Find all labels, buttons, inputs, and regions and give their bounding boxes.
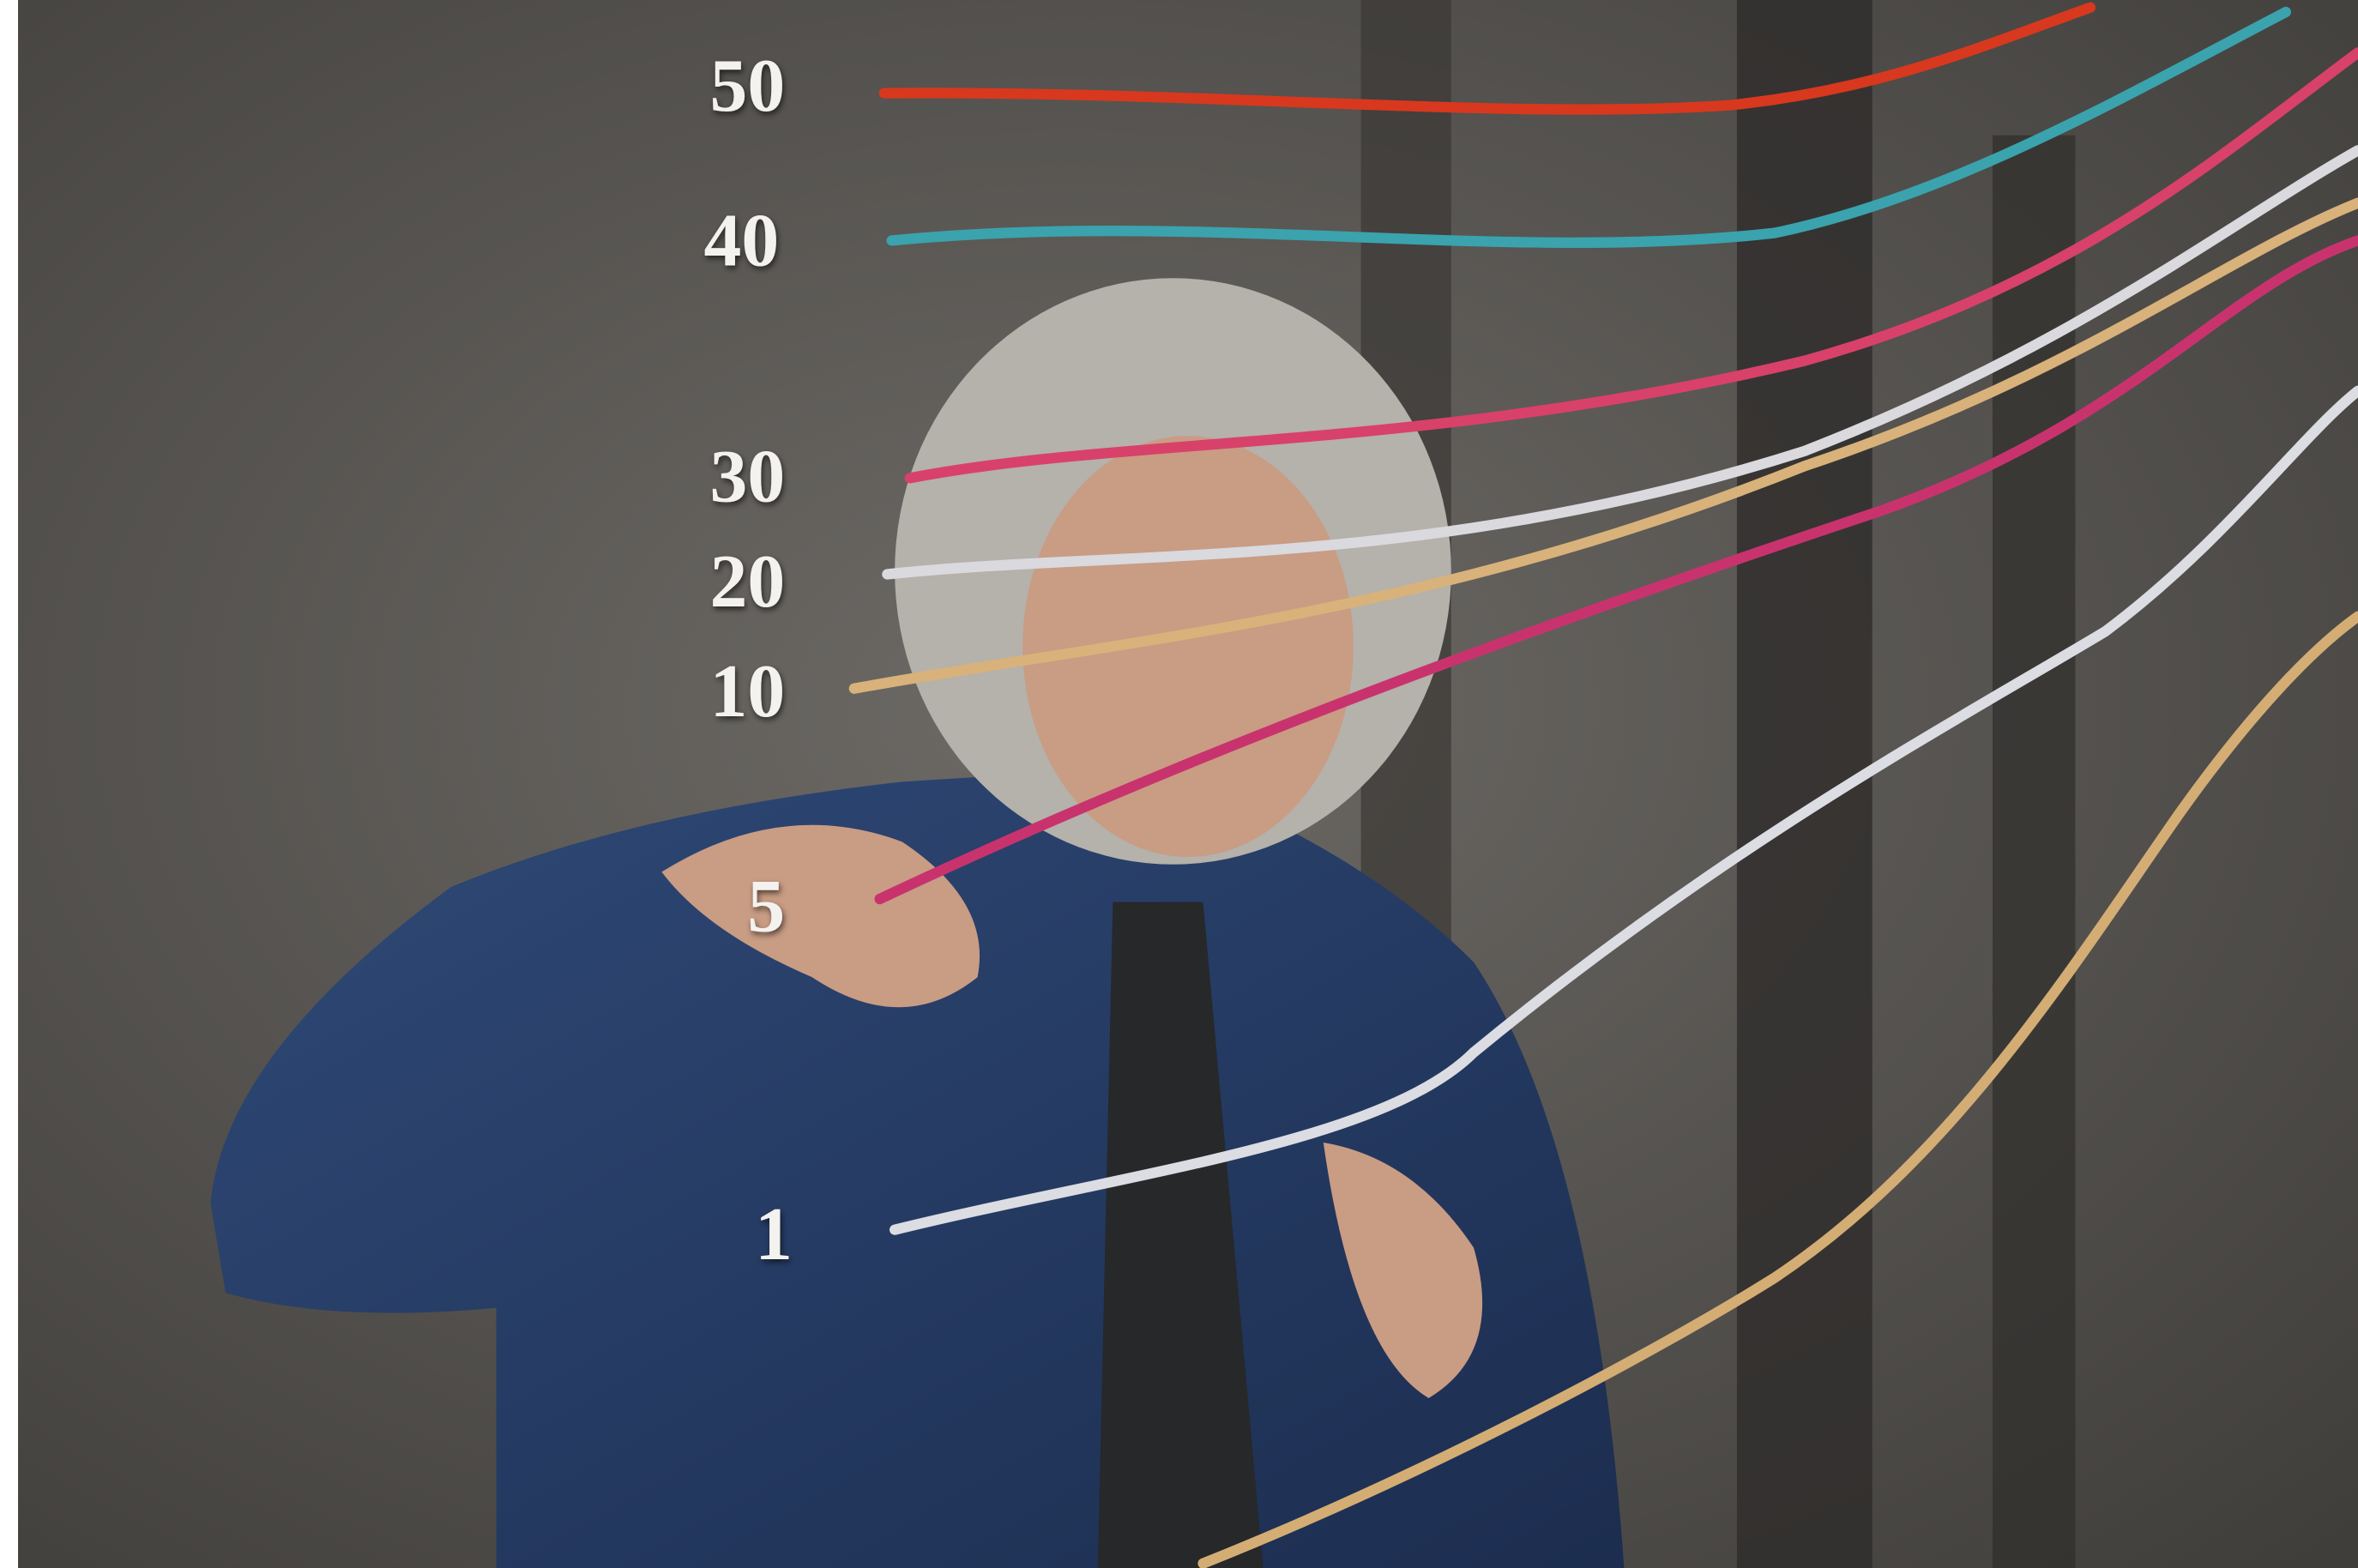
line-1	[890, 385, 2358, 1235]
labels: 50 40 30 20 10 5 1	[704, 44, 793, 1276]
person-hand	[661, 824, 980, 1008]
person-face	[1022, 436, 1354, 858]
label: 1	[755, 1192, 793, 1276]
label: 40	[704, 198, 780, 281]
person-hand	[1323, 1143, 1483, 1398]
line-bottom	[1197, 611, 2358, 1568]
label: 30	[710, 434, 786, 517]
line-10	[848, 197, 2358, 694]
label: 50	[710, 44, 786, 127]
label: 20	[710, 540, 786, 623]
person-tie	[1097, 902, 1263, 1568]
person-shirt	[210, 766, 1625, 1568]
line-5	[874, 235, 2358, 905]
line-40	[886, 6, 2291, 249]
line-50	[878, 2, 2096, 115]
line-30	[904, 47, 2358, 484]
label: 5	[747, 865, 785, 948]
line-20	[882, 145, 2358, 580]
label: 10	[710, 649, 786, 733]
